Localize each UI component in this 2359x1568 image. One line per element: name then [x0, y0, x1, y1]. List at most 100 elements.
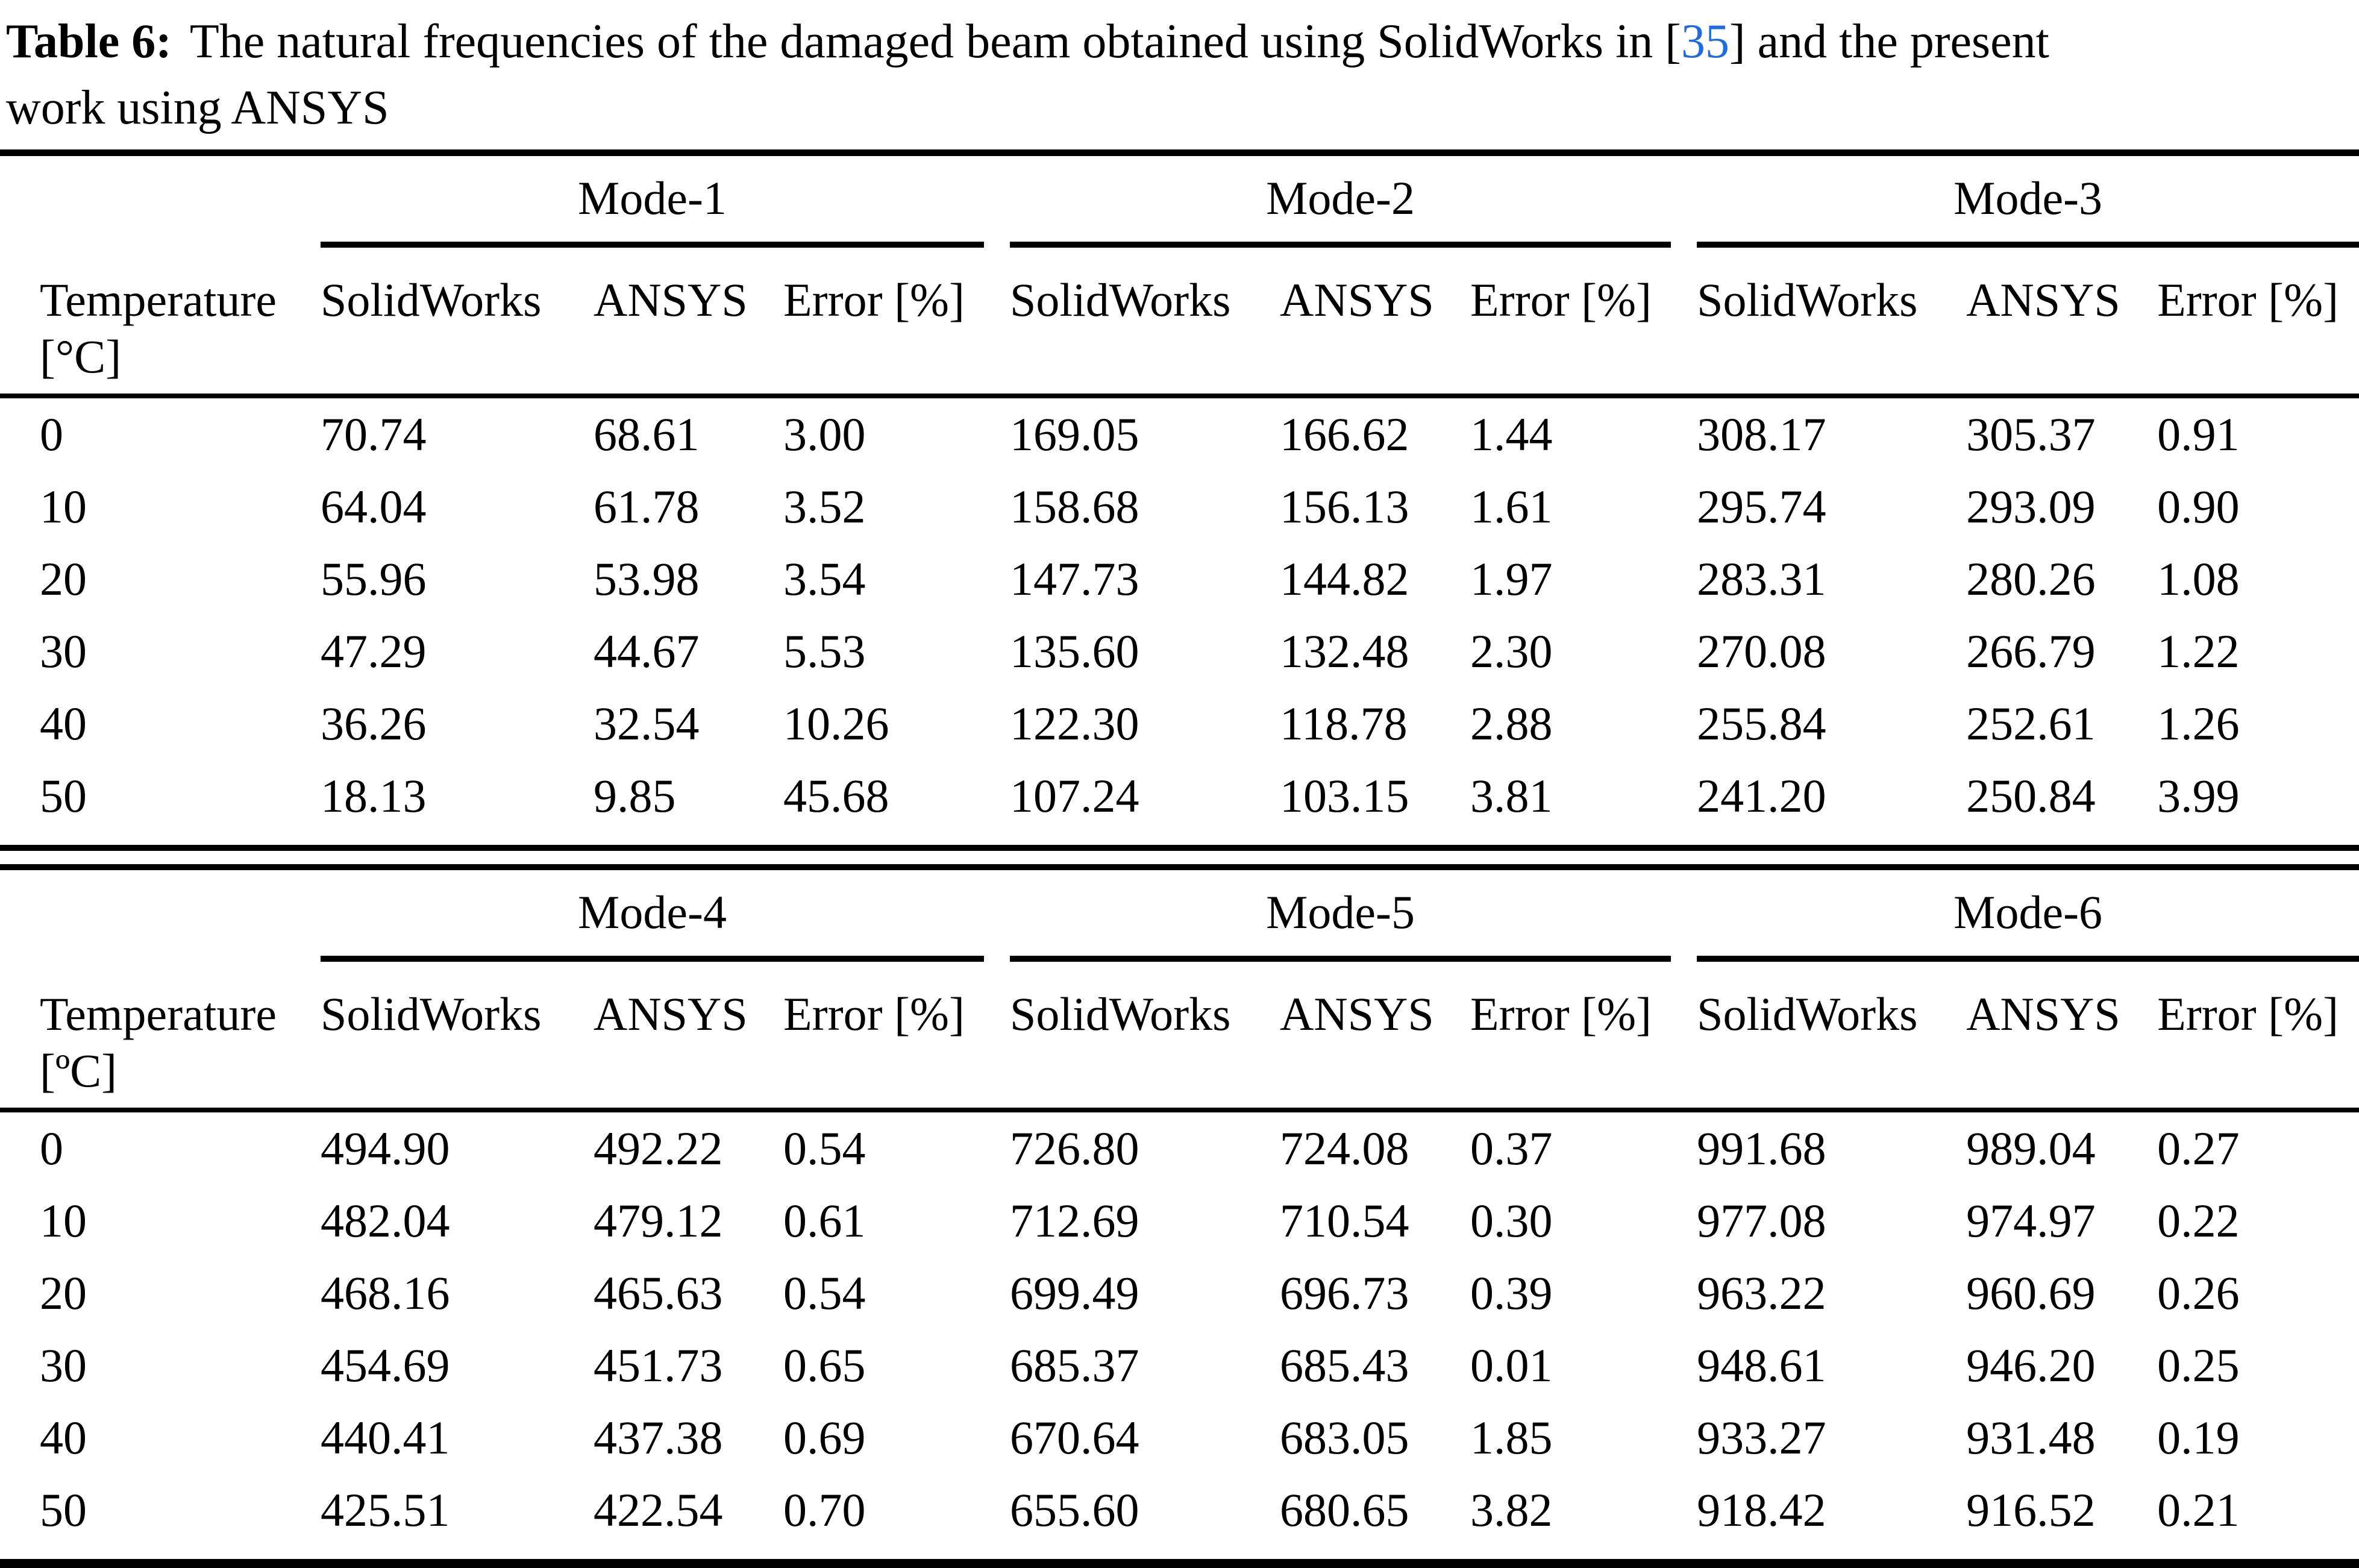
value-cell: 283.31	[1697, 553, 1826, 605]
value-cell: 3.54	[783, 553, 866, 605]
temperature-cell: 0	[40, 408, 63, 460]
upper-table-body: 0 70.74 68.61 3.00 169.05 166.62 1.44 308.17 305…	[0, 396, 2359, 848]
group-underline: Mode-3	[1697, 173, 2359, 248]
value-cell: 0.90	[2157, 480, 2240, 533]
value-cell: 946.20	[1966, 1339, 2096, 1391]
value-cell: 0.54	[783, 1267, 866, 1319]
value-cell: 107.24	[1010, 770, 1139, 822]
value-cell: 118.78	[1280, 697, 1408, 750]
value-cell: 32.54	[594, 697, 700, 750]
value-cell: 948.61	[1697, 1339, 1826, 1391]
temperature-cell: 40	[40, 697, 87, 750]
table-row: 50 425.51 422.54 0.70 655.60 680.65 3.82 918.42…	[0, 1474, 2359, 1564]
value-cell: 440.41	[321, 1411, 450, 1464]
value-cell: 266.79	[1966, 625, 2096, 677]
temperature-cell: 40	[40, 1411, 87, 1464]
group-header-row: Mode-4 Mode-5 Mode-6	[0, 867, 2359, 962]
value-cell: 44.67	[594, 625, 700, 677]
column-header-error: Error [%]	[1470, 962, 1697, 1112]
value-cell: 425.51	[321, 1484, 450, 1536]
value-cell: 670.64	[1010, 1411, 1139, 1464]
value-cell: 305.37	[1966, 408, 2096, 460]
value-cell: 0.37	[1470, 1122, 1553, 1174]
value-cell: 0.39	[1470, 1267, 1553, 1319]
value-cell: 166.62	[1280, 408, 1409, 460]
value-cell: 960.69	[1966, 1267, 2096, 1319]
group-underline: Mode-6	[1697, 887, 2359, 962]
citation-bracket-open: [	[1665, 15, 1681, 68]
caption-text: The natural frequencies of the damaged b…	[189, 15, 1665, 68]
value-cell: 0.27	[2157, 1122, 2240, 1174]
table-row: 20 468.16 465.63 0.54 699.49 696.73 0.39 963.22…	[0, 1257, 2359, 1329]
value-cell: 280.26	[1966, 553, 2096, 605]
group-label: Mode-1	[578, 172, 727, 224]
value-cell: 250.84	[1966, 770, 2096, 822]
value-cell: 724.08	[1280, 1122, 1409, 1174]
value-cell: 0.91	[2157, 408, 2240, 460]
frequency-table-modes-4-6: Mode-4 Mode-5 Mode-6 Temperature [ºC] So…	[0, 864, 2359, 1568]
value-cell: 2.30	[1470, 625, 1553, 677]
value-cell: 685.43	[1280, 1339, 1409, 1391]
group-label: Mode-5	[1266, 886, 1415, 938]
value-cell: 122.30	[1010, 697, 1139, 750]
value-cell: 70.74	[321, 408, 427, 460]
value-cell: 468.16	[321, 1267, 450, 1319]
temperature-cell: 50	[40, 770, 87, 822]
value-cell: 918.42	[1697, 1484, 1826, 1536]
column-header-solidworks: SolidWorks	[1010, 962, 1280, 1112]
value-cell: 0.54	[783, 1122, 866, 1174]
column-header-ansys: ANSYS	[1966, 248, 2158, 398]
value-cell: 0.70	[783, 1484, 866, 1536]
value-cell: 55.96	[321, 553, 427, 605]
value-cell: 0.65	[783, 1339, 866, 1391]
value-cell: 158.68	[1010, 480, 1139, 533]
temperature-header: Temperature [°C]	[0, 248, 321, 398]
table-caption: Table 6: The natural frequencies of the d…	[0, 0, 2359, 141]
value-cell: 64.04	[321, 480, 427, 533]
caption-label: Table 6:	[6, 15, 172, 68]
value-cell: 479.12	[594, 1194, 723, 1247]
value-cell: 977.08	[1697, 1194, 1826, 1247]
value-cell: 1.08	[2157, 553, 2240, 605]
value-cell: 103.15	[1280, 770, 1409, 822]
column-group-header-mode4: Mode-4	[321, 867, 1010, 962]
value-cell: 47.29	[321, 625, 427, 677]
column-header-solidworks: SolidWorks	[321, 248, 594, 398]
value-cell: 0.01	[1470, 1339, 1553, 1391]
table-row: 10 482.04 479.12 0.61 712.69 710.54 0.30 977.08…	[0, 1185, 2359, 1257]
table-row: 40 36.26 32.54 10.26 122.30 118.78 2.88 255.84 2…	[0, 688, 2359, 760]
column-header-solidworks: SolidWorks	[1697, 248, 1967, 398]
value-cell: 68.61	[594, 408, 700, 460]
value-cell: 270.08	[1697, 625, 1826, 677]
value-cell: 132.48	[1280, 625, 1409, 677]
value-cell: 144.82	[1280, 553, 1409, 605]
value-cell: 36.26	[321, 697, 427, 750]
value-cell: 3.82	[1470, 1484, 1553, 1536]
value-cell: 696.73	[1280, 1267, 1409, 1319]
value-cell: 655.60	[1010, 1484, 1139, 1536]
group-header-spacer	[0, 153, 321, 248]
column-header-solidworks: SolidWorks	[1697, 962, 1967, 1112]
value-cell: 0.69	[783, 1411, 866, 1464]
column-header-ansys: ANSYS	[594, 248, 783, 398]
value-cell: 989.04	[1966, 1122, 2096, 1174]
temperature-header-line2: [ºC]	[40, 1044, 117, 1097]
value-cell: 712.69	[1010, 1194, 1139, 1247]
column-header-ansys: ANSYS	[594, 962, 783, 1112]
value-cell: 916.52	[1966, 1484, 2096, 1536]
value-cell: 18.13	[321, 770, 427, 822]
column-header-ansys: ANSYS	[1280, 248, 1471, 398]
column-group-header-mode5: Mode-5	[1010, 867, 1697, 962]
value-cell: 0.26	[2157, 1267, 2240, 1319]
value-cell: 683.05	[1280, 1411, 1409, 1464]
value-cell: 169.05	[1010, 408, 1139, 460]
value-cell: 0.25	[2157, 1339, 2240, 1391]
temperature-cell: 10	[40, 480, 87, 533]
value-cell: 147.73	[1010, 553, 1139, 605]
temperature-header: Temperature [ºC]	[0, 962, 321, 1112]
value-cell: 1.97	[1470, 553, 1553, 605]
value-cell: 0.61	[783, 1194, 866, 1247]
value-cell: 295.74	[1697, 480, 1826, 533]
temperature-header-line1: Temperature	[40, 274, 277, 326]
citation-link[interactable]: 35	[1681, 15, 1729, 68]
